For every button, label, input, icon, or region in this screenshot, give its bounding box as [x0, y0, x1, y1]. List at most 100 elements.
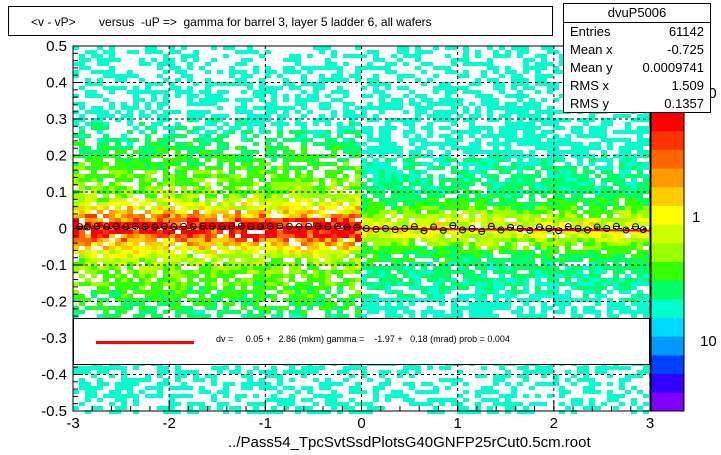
- density-cell: [103, 134, 109, 138]
- density-cell: [463, 178, 469, 182]
- density-cell: [307, 266, 313, 270]
- density-cell: [631, 158, 637, 162]
- density-cell: [271, 86, 277, 90]
- density-cell: [355, 54, 361, 58]
- density-cell: [283, 206, 289, 210]
- density-cell: [445, 142, 451, 146]
- density-cell: [211, 238, 217, 242]
- density-cell: [109, 214, 115, 218]
- density-cell: [163, 78, 169, 82]
- density-cell: [589, 186, 595, 190]
- density-cell: [637, 166, 643, 170]
- density-cell: [127, 302, 133, 306]
- density-cell: [295, 290, 301, 294]
- density-cell: [547, 278, 553, 282]
- density-cell: [265, 130, 271, 134]
- density-cell: [199, 238, 205, 242]
- density-cell: [337, 158, 343, 162]
- density-cell: [97, 198, 103, 202]
- density-cell: [577, 266, 583, 270]
- density-cell: [295, 218, 301, 222]
- density-cell: [253, 210, 259, 214]
- density-cell: [427, 182, 433, 186]
- density-cell: [73, 294, 79, 298]
- density-cell: [595, 234, 601, 238]
- density-cell: [199, 234, 205, 238]
- density-cell: [115, 298, 121, 302]
- density-cell: [511, 290, 517, 294]
- density-cell: [109, 170, 115, 174]
- density-cell: [319, 78, 325, 82]
- density-cell: [247, 310, 253, 314]
- density-cell: [523, 202, 529, 206]
- density-cell: [355, 214, 361, 218]
- density-cell: [379, 234, 385, 238]
- density-cell: [307, 178, 313, 182]
- density-cell: [367, 198, 373, 202]
- density-cell: [325, 66, 331, 70]
- density-cell: [307, 302, 313, 306]
- density-cell: [217, 118, 223, 122]
- density-cell: [541, 194, 547, 198]
- density-cell: [109, 146, 115, 150]
- density-cell: [433, 74, 439, 78]
- density-cell: [457, 266, 463, 270]
- density-cell: [187, 114, 193, 118]
- density-cell: [463, 274, 469, 278]
- density-cell: [487, 174, 493, 178]
- density-cell: [313, 274, 319, 278]
- density-cell: [175, 254, 181, 258]
- density-cell: [439, 186, 445, 190]
- density-cell: [577, 194, 583, 198]
- density-cell: [73, 162, 79, 166]
- density-cell: [379, 250, 385, 254]
- density-cell: [301, 142, 307, 146]
- density-cell: [193, 238, 199, 242]
- density-cell: [271, 138, 277, 142]
- density-cell: [397, 150, 403, 154]
- density-cell: [559, 270, 565, 274]
- density-cell: [223, 290, 229, 294]
- density-cell: [643, 114, 649, 118]
- density-cell: [145, 174, 151, 178]
- density-cell: [355, 114, 361, 118]
- density-cell: [97, 162, 103, 166]
- density-cell: [445, 262, 451, 266]
- density-cell: [373, 266, 379, 270]
- density-cell: [163, 118, 169, 122]
- density-cell: [631, 162, 637, 166]
- density-cell: [505, 122, 511, 126]
- density-cell: [295, 258, 301, 262]
- density-cell: [457, 238, 463, 242]
- density-cell: [385, 142, 391, 146]
- density-cell: [451, 234, 457, 238]
- density-cell: [397, 170, 403, 174]
- density-cell: [97, 258, 103, 262]
- density-cell: [493, 178, 499, 182]
- density-cell: [385, 234, 391, 238]
- density-cell: [133, 302, 139, 306]
- density-cell: [487, 214, 493, 218]
- density-cell: [493, 182, 499, 186]
- density-cell: [211, 58, 217, 62]
- density-cell: [469, 222, 475, 226]
- density-cell: [475, 110, 481, 114]
- density-cell: [607, 246, 613, 250]
- density-cell: [571, 150, 577, 154]
- density-cell: [469, 250, 475, 254]
- density-cell: [517, 234, 523, 238]
- density-cell: [175, 66, 181, 70]
- density-cell: [493, 206, 499, 210]
- density-cell: [235, 206, 241, 210]
- density-cell: [223, 146, 229, 150]
- density-cell: [253, 242, 259, 246]
- density-cell: [457, 202, 463, 206]
- density-cell: [391, 158, 397, 162]
- density-cell: [475, 106, 481, 110]
- density-cell: [457, 258, 463, 262]
- density-cell: [295, 294, 301, 298]
- density-cell: [505, 186, 511, 190]
- density-cell: [517, 214, 523, 218]
- density-cell: [91, 158, 97, 162]
- density-cell: [511, 238, 517, 242]
